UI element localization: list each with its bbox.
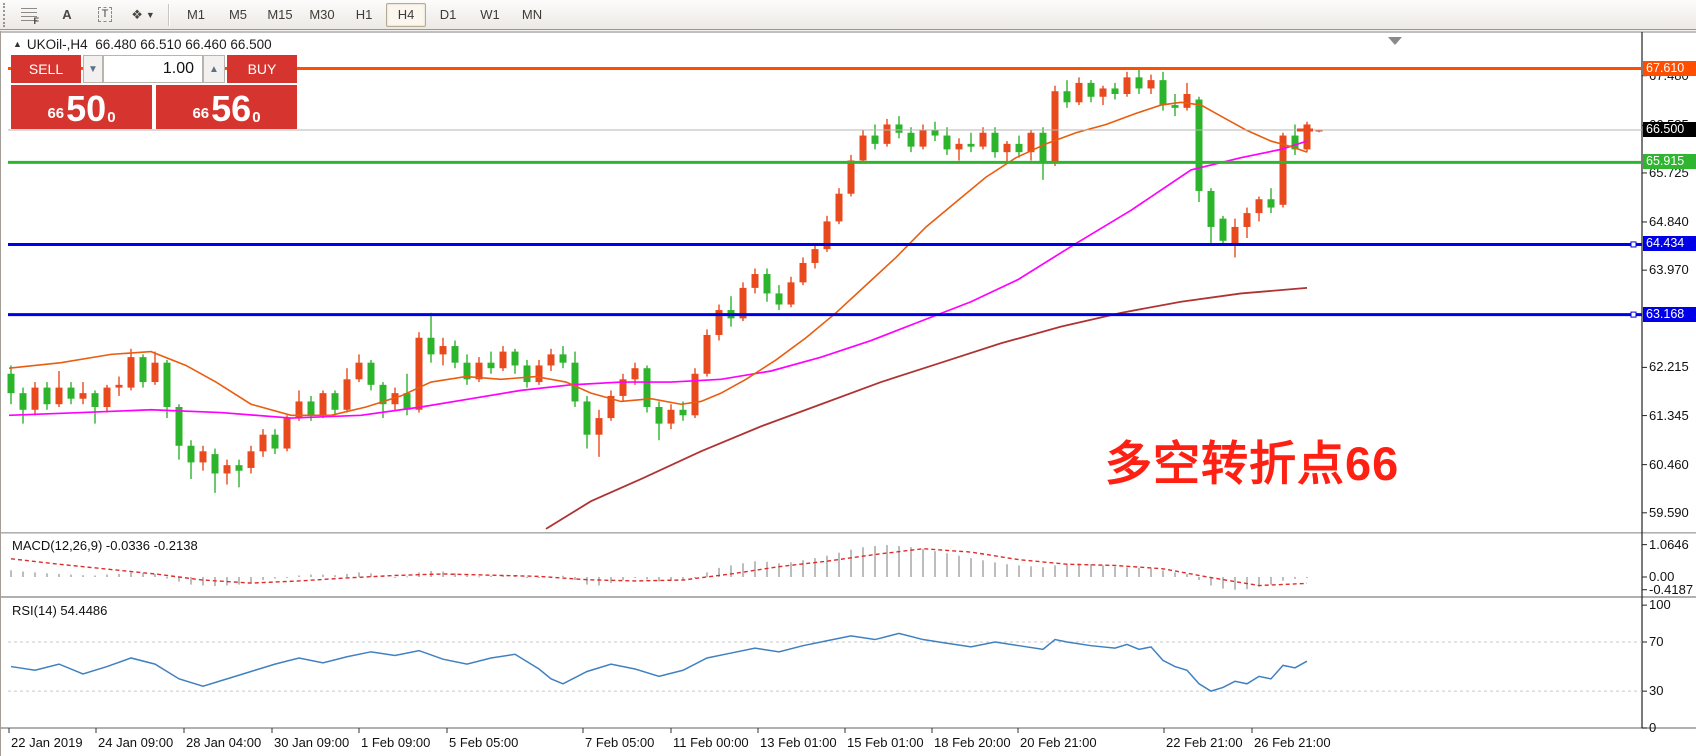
price-tick-label: 62.215 — [1649, 359, 1689, 375]
sell-price-big-figure: 66 — [47, 105, 65, 122]
chart-header: ▲ UKOil-,H4 66.480 66.510 66.460 66.500 — [13, 37, 272, 52]
text-label-button[interactable]: T — [87, 2, 123, 27]
line-handle[interactable] — [1630, 241, 1637, 248]
chevron-down-icon: ▼ — [145, 9, 155, 20]
timeframe-button-m5[interactable]: M5 — [228, 7, 248, 22]
price-badge: 65.915 — [1643, 154, 1696, 170]
buy-price-big-figure: 66 — [192, 105, 210, 122]
text-icon: A — [62, 7, 72, 22]
date-label: 22 Jan 2019 — [11, 735, 83, 750]
date-label: 30 Jan 09:00 — [274, 735, 350, 750]
date-label: 11 Feb 00:00 — [673, 735, 749, 750]
buy-button[interactable]: BUY — [227, 55, 297, 83]
ohlc-readout: 66.480 66.510 66.460 66.500 — [95, 37, 272, 52]
chart-canvas[interactable] — [1, 31, 1696, 756]
arrows-button[interactable]: ❖ ▼ — [125, 2, 161, 27]
caret-up-icon: ▲ — [209, 63, 219, 75]
macd-tick-label: 0.00 — [1649, 569, 1675, 584]
date-label: 1 Feb 09:00 — [361, 735, 431, 750]
fibonacci-icon: F — [21, 7, 39, 26]
candles-layer — [7, 67, 1323, 493]
buy-price-pip: 0 — [252, 109, 261, 126]
toolbar-separator — [168, 3, 169, 26]
text-button[interactable]: A — [49, 2, 85, 27]
price-badge: 66.500 — [1643, 122, 1696, 137]
date-label: 13 Feb 01:00 — [760, 735, 837, 750]
toolbar: F A T ❖ ▼ M1 M5 M15 M30 H1 H4 D1 W1 MN — [0, 0, 1696, 30]
line-handle[interactable] — [1630, 311, 1637, 318]
buy-price-main: 56 — [211, 88, 252, 129]
date-label: 18 Feb 20:00 — [934, 735, 1011, 750]
timeframe-button-w1[interactable]: W1 — [480, 7, 500, 22]
rsi-tick-label: 100 — [1649, 597, 1671, 613]
symbol-title: UKOil-,H4 — [26, 37, 88, 52]
volume-increase-button[interactable]: ▲ — [203, 55, 225, 83]
buy-price-button[interactable]: 66 56 0 — [156, 85, 297, 129]
timeframe-button-d1[interactable]: D1 — [439, 7, 457, 22]
caret-down-icon: ▼ — [88, 63, 98, 75]
price-tick-label: 63.970 — [1649, 262, 1689, 278]
price-tick-label: 59.590 — [1649, 504, 1689, 520]
price-badge: 64.434 — [1643, 236, 1696, 252]
chart-annotation[interactable]: 多空转折点66 — [1105, 437, 1400, 490]
date-label: 22 Feb 21:00 — [1166, 735, 1243, 750]
price-tick-label: 64.840 — [1649, 213, 1689, 229]
macd-label: MACD(12,26,9) -0.0336 -0.2138 — [12, 538, 198, 553]
timeframe-button-h1[interactable]: H1 — [355, 7, 373, 22]
timeframe-button-h4[interactable]: H4 — [386, 2, 426, 27]
volume-input[interactable]: 1.00 — [103, 55, 203, 83]
one-click-trade-panel: SELL ▼ 1.00 ▲ BUY 66 50 0 66 56 0 — [11, 55, 297, 131]
rsi-label: RSI(14) 54.4486 — [12, 603, 108, 618]
sell-price-main: 50 — [66, 88, 107, 129]
price-tick-label: 60.460 — [1649, 456, 1689, 472]
volume-decrease-button[interactable]: ▼ — [83, 55, 103, 83]
chart-shift-marker[interactable] — [1388, 37, 1402, 45]
sell-price-button[interactable]: 66 50 0 — [11, 85, 152, 129]
symbol-collapse-icon[interactable]: ▲ — [13, 39, 22, 49]
date-label: 20 Feb 21:00 — [1020, 735, 1097, 750]
fibonacci-button[interactable]: F — [11, 2, 47, 27]
rsi-tick-label: 70 — [1649, 633, 1664, 649]
timeframe-button-m1[interactable]: M1 — [186, 7, 206, 22]
price-tick-label: 61.345 — [1649, 407, 1689, 423]
sell-button[interactable]: SELL — [11, 55, 81, 83]
timeframe-button-mn[interactable]: MN — [521, 7, 543, 22]
date-label: 5 Feb 05:00 — [449, 735, 519, 750]
timeframe-button-m30[interactable]: M30 — [309, 7, 335, 22]
date-label: 26 Feb 21:00 — [1254, 735, 1331, 750]
date-label: 15 Feb 01:00 — [847, 735, 924, 750]
date-label: 7 Feb 05:00 — [585, 735, 655, 750]
date-label: 28 Jan 04:00 — [186, 735, 262, 750]
rsi-tick-label: 0 — [1649, 720, 1657, 735]
timeframe-button-m15[interactable]: M15 — [267, 7, 293, 22]
price-badge: 67.610 — [1643, 60, 1696, 76]
sell-price-pip: 0 — [107, 109, 116, 126]
text-label-icon: T — [97, 7, 113, 22]
rsi-tick-label: 30 — [1649, 683, 1664, 699]
timeframe-group: M1 M5 M15 M30 H1 H4 D1 W1 MN — [175, 2, 553, 27]
chart-window: 67.48066.58565.72564.84063.97062.21561.3… — [0, 31, 1696, 756]
toolbar-gripper[interactable] — [3, 2, 10, 27]
date-label: 24 Jan 09:00 — [98, 735, 174, 750]
macd-tick-label: -0.4187 — [1649, 581, 1694, 597]
price-badge: 63.168 — [1643, 306, 1696, 322]
arrows-icon: ❖ — [131, 6, 143, 22]
macd-tick-label: 1.0646 — [1649, 536, 1689, 552]
